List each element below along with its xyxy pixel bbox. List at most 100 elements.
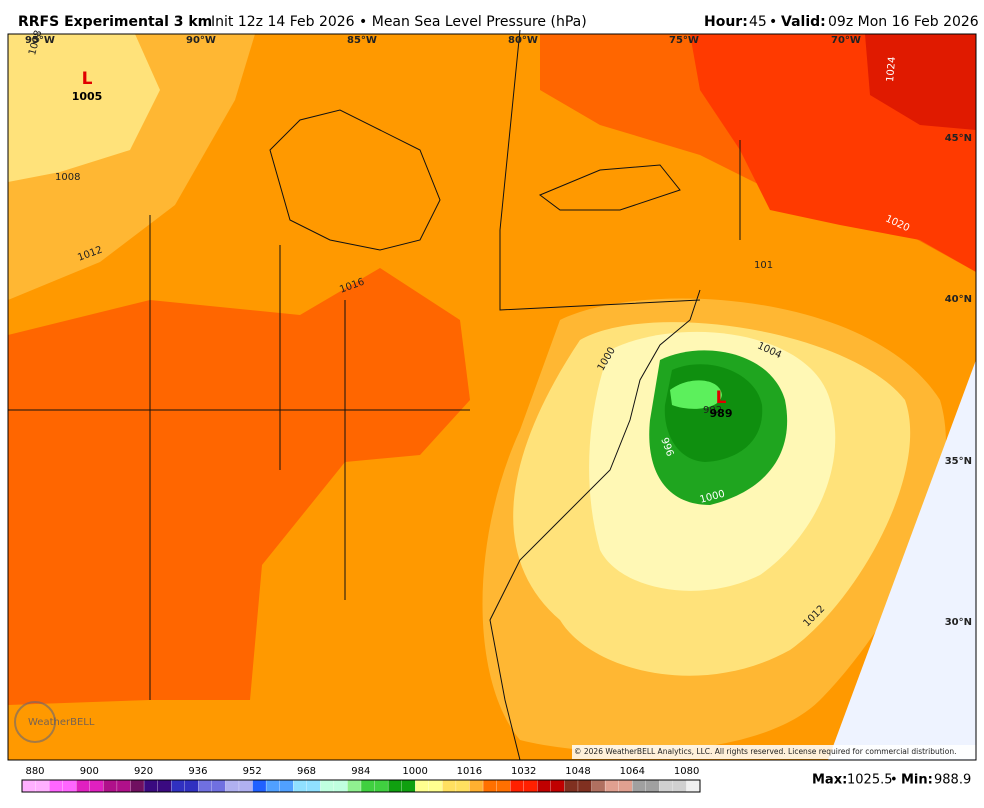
colorbar-tick-label: 880 [25,766,44,777]
colorbar-swatch [564,779,579,793]
max: 1025.5 [847,773,893,788]
colorbar-swatch [103,779,118,793]
colorbar-tick-label: 984 [351,766,370,777]
copyright: © 2026 WeatherBELL Analytics, LLC. All r… [574,747,956,756]
colorbar-swatch [686,779,701,793]
min: 988.9 [934,773,971,788]
map-fill [8,34,976,760]
colorbar-swatch [672,779,687,793]
colorbar-swatch [333,779,348,793]
colorbar-swatch [537,779,552,793]
colorbar-swatch [21,779,37,793]
colorbar-swatch [293,779,308,793]
colorbar-swatch [225,779,240,793]
colorbar-swatch [360,779,376,793]
lon-label: 90°W [186,35,216,46]
colorbar-swatch [523,779,538,793]
colorbar-swatch [116,779,131,793]
colorbar-swatch [89,779,104,793]
colorbar-tick-label: 936 [188,766,207,777]
low-symbol: L [716,388,727,408]
colorbar-swatch [157,779,172,793]
colorbar-swatch [320,779,335,793]
lat-label: 40°N [945,294,972,305]
colorbar-tick-label: 952 [243,766,262,777]
colorbar-swatch [659,779,674,793]
colorbar-tick-label: 968 [297,766,316,777]
separator: • [769,14,777,30]
colorbar-swatch [442,779,457,793]
colorbar-swatch [279,779,294,793]
colorbar-tick-label: 1064 [620,766,645,777]
title: RRFS Experimental 3 km [18,14,212,30]
colorbar-swatch [143,779,159,793]
colorbar-swatch [347,779,362,793]
lon-label: 80°W [508,35,538,46]
colorbar-swatch [306,779,321,793]
colorbar-swatch [35,779,50,793]
colorbar-swatch [482,779,498,793]
separator: • [890,773,898,788]
lon-label: 75°W [669,35,699,46]
colorbar-swatch [252,779,267,793]
colorbar-swatch [401,779,416,793]
low-value: 1005 [72,90,103,103]
colorbar-swatch [577,779,592,793]
colorbar-swatch [455,779,470,793]
copyright-bg [572,745,976,759]
lat-label: 35°N [945,456,972,467]
colorbar-tick-label: 900 [80,766,99,777]
logo: WeatherBELL [28,717,95,728]
lat-label: 45°N [945,133,972,144]
subtitle: Init 12z 14 Feb 2026 • Mean Sea Level Pr… [211,14,587,30]
colorbar-tick-label: 1080 [674,766,699,777]
contour-label: 1008 [55,172,80,183]
colorbar-tick-label: 920 [134,766,153,777]
colorbar-swatch [48,779,64,793]
colorbar-swatch [618,779,633,793]
colorbar-swatch [428,779,443,793]
contour-label: 101 [754,260,773,271]
colorbar-swatch [76,779,91,793]
map-labels: 95°W 90°W 85°W 80°W 75°W 70°W 45°N 40°N … [14,29,976,759]
colorbar-frame [21,779,701,793]
colorbar: 880 900 920 936 952 968 984 1000 1016 1032 1048 106… [21,766,701,793]
hour-label: Hour: [704,14,748,30]
contour-label: 1024 [885,56,898,82]
colorbar-swatch [604,779,620,793]
colorbar-swatch [198,779,213,793]
colorbar-swatch [645,779,660,793]
colorbar-swatch [632,779,647,793]
map-frame [7,33,977,761]
boundaries [8,29,741,761]
max-label: Max: [812,773,847,788]
colorbar-swatch [469,779,484,793]
colorbar-swatch [171,779,186,793]
colorbar-swatch [265,779,281,793]
colorbar-tick-label: 1048 [565,766,590,777]
colorbar-swatch [62,779,77,793]
colorbar-swatch [374,779,389,793]
colorbar-swatch [510,779,525,793]
colorbar-swatch [238,779,253,793]
lon-label: 95°W [25,35,55,46]
colorbar-tick-label: 1016 [457,766,482,777]
contour-label: 992 [703,405,722,416]
colorbar-swatch [211,779,226,793]
lat-label: 30°N [945,617,972,628]
colorbar-swatch [415,779,430,793]
colorbar-swatch [130,779,145,793]
lon-label: 85°W [347,35,377,46]
min-label: Min: [901,773,933,788]
valid: 09z Mon 16 Feb 2026 [828,14,979,30]
hour: 45 [749,14,767,30]
low-value: 989 [710,407,733,420]
colorbar-tick-label: 1000 [402,766,427,777]
valid-label: Valid: [781,14,826,30]
colorbar-swatch [496,779,511,793]
low-symbol: L [82,69,93,89]
colorbar-swatch [387,779,403,793]
colorbar-swatch [550,779,565,793]
